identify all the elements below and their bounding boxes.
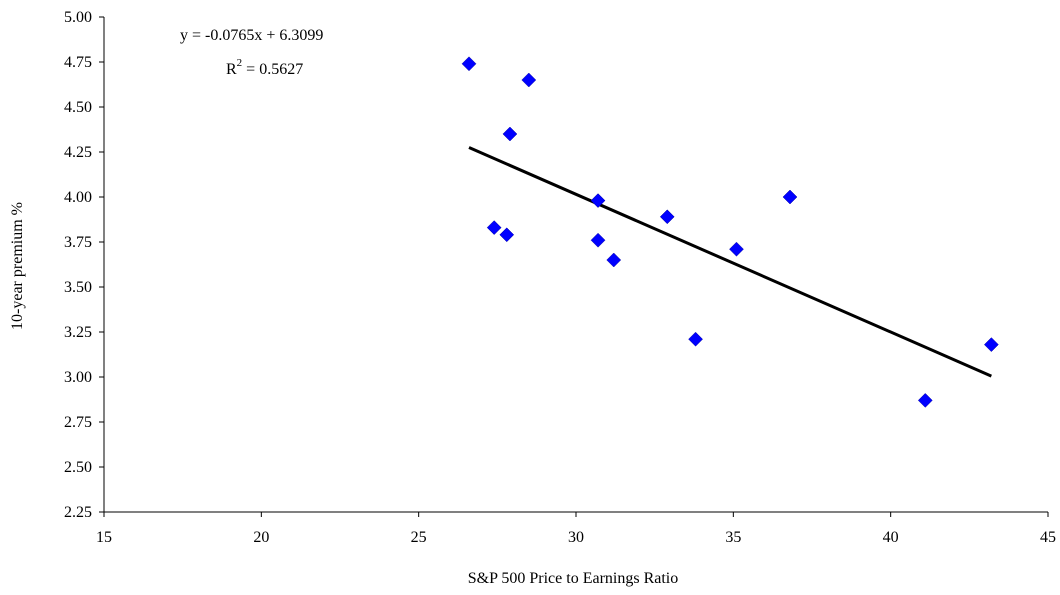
- data-point-marker: [606, 252, 622, 268]
- y-tick-label: 2.25: [64, 504, 92, 521]
- y-tick-label: 4.50: [64, 99, 92, 116]
- data-point-marker: [461, 56, 477, 72]
- data-point-marker: [729, 241, 744, 257]
- y-tick-label: 3.00: [64, 369, 92, 386]
- x-tick-label: 30: [568, 529, 584, 546]
- x-tick-label: 40: [883, 529, 899, 546]
- data-point-marker: [590, 232, 606, 248]
- data-point-marker: [590, 193, 606, 208]
- r-squared-label: R2 = 0.5627: [226, 57, 303, 78]
- y-tick-label: 4.75: [64, 54, 92, 71]
- y-tick-label: 2.50: [64, 459, 92, 476]
- x-tick-label: 20: [253, 529, 269, 546]
- data-point-marker: [486, 220, 502, 235]
- y-tick-label: 3.25: [64, 324, 92, 341]
- data-point-marker: [502, 126, 518, 142]
- data-point-marker: [521, 72, 537, 88]
- data-point-marker: [984, 337, 999, 352]
- x-tick-label: 25: [411, 529, 427, 546]
- x-tick-label: 45: [1040, 529, 1056, 546]
- data-point-marker: [917, 393, 933, 408]
- data-point-marker: [659, 209, 675, 225]
- x-axis-ticks: 15 20 25 30 35 40 45: [96, 512, 1056, 546]
- y-tick-label: 3.50: [64, 279, 92, 296]
- y-tick-label: 5.00: [64, 9, 92, 26]
- trendline-equation: y = -0.0765x + 6.3099: [180, 27, 323, 44]
- y-tick-label: 2.75: [64, 414, 92, 431]
- y-tick-label: 4.25: [64, 144, 92, 161]
- data-point-marker: [782, 189, 798, 205]
- x-tick-label: 35: [725, 529, 741, 546]
- y-axis-ticks: 2.25 2.50 2.75 3.00 3.25 3.50 3.75 4.00 4.25 4.50…: [64, 9, 104, 521]
- x-tick-label: 15: [96, 529, 112, 546]
- y-tick-label: 4.00: [64, 189, 92, 206]
- data-points: [461, 56, 999, 408]
- data-point-marker: [688, 331, 703, 347]
- y-tick-label: 3.75: [64, 234, 92, 251]
- trendline: [468, 146, 992, 378]
- y-axis-title: 10-year premium %: [9, 202, 26, 330]
- data-point-marker: [499, 227, 515, 243]
- axes: [103, 17, 1048, 513]
- x-axis-title: S&P 500 Price to Earnings Ratio: [468, 570, 679, 587]
